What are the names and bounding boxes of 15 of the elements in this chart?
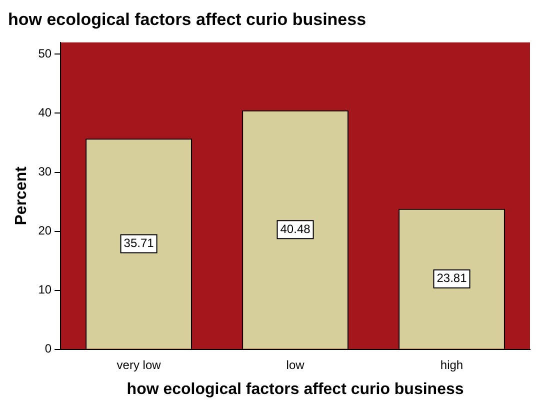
y-tick-label: 30 [38,164,52,179]
data-label: 35.71 [124,236,154,250]
x-tick-label: high [440,358,464,372]
x-tick-label: very low [116,358,162,372]
y-tick-label: 10 [38,282,52,297]
y-axis-title: Percent [13,166,30,226]
y-tick-label: 40 [38,106,52,120]
data-label: 40.48 [280,222,311,236]
y-tick-label: 50 [38,46,52,61]
data-label: 23.81 [436,271,468,286]
x-axis-title: how ecological factors affect curio business [126,380,464,398]
chart-title: how ecological factors affect curio business [8,10,366,29]
y-tick-label: 20 [38,224,52,238]
x-tick-label: low [286,358,305,372]
y-tick-label: 0 [44,342,52,356]
